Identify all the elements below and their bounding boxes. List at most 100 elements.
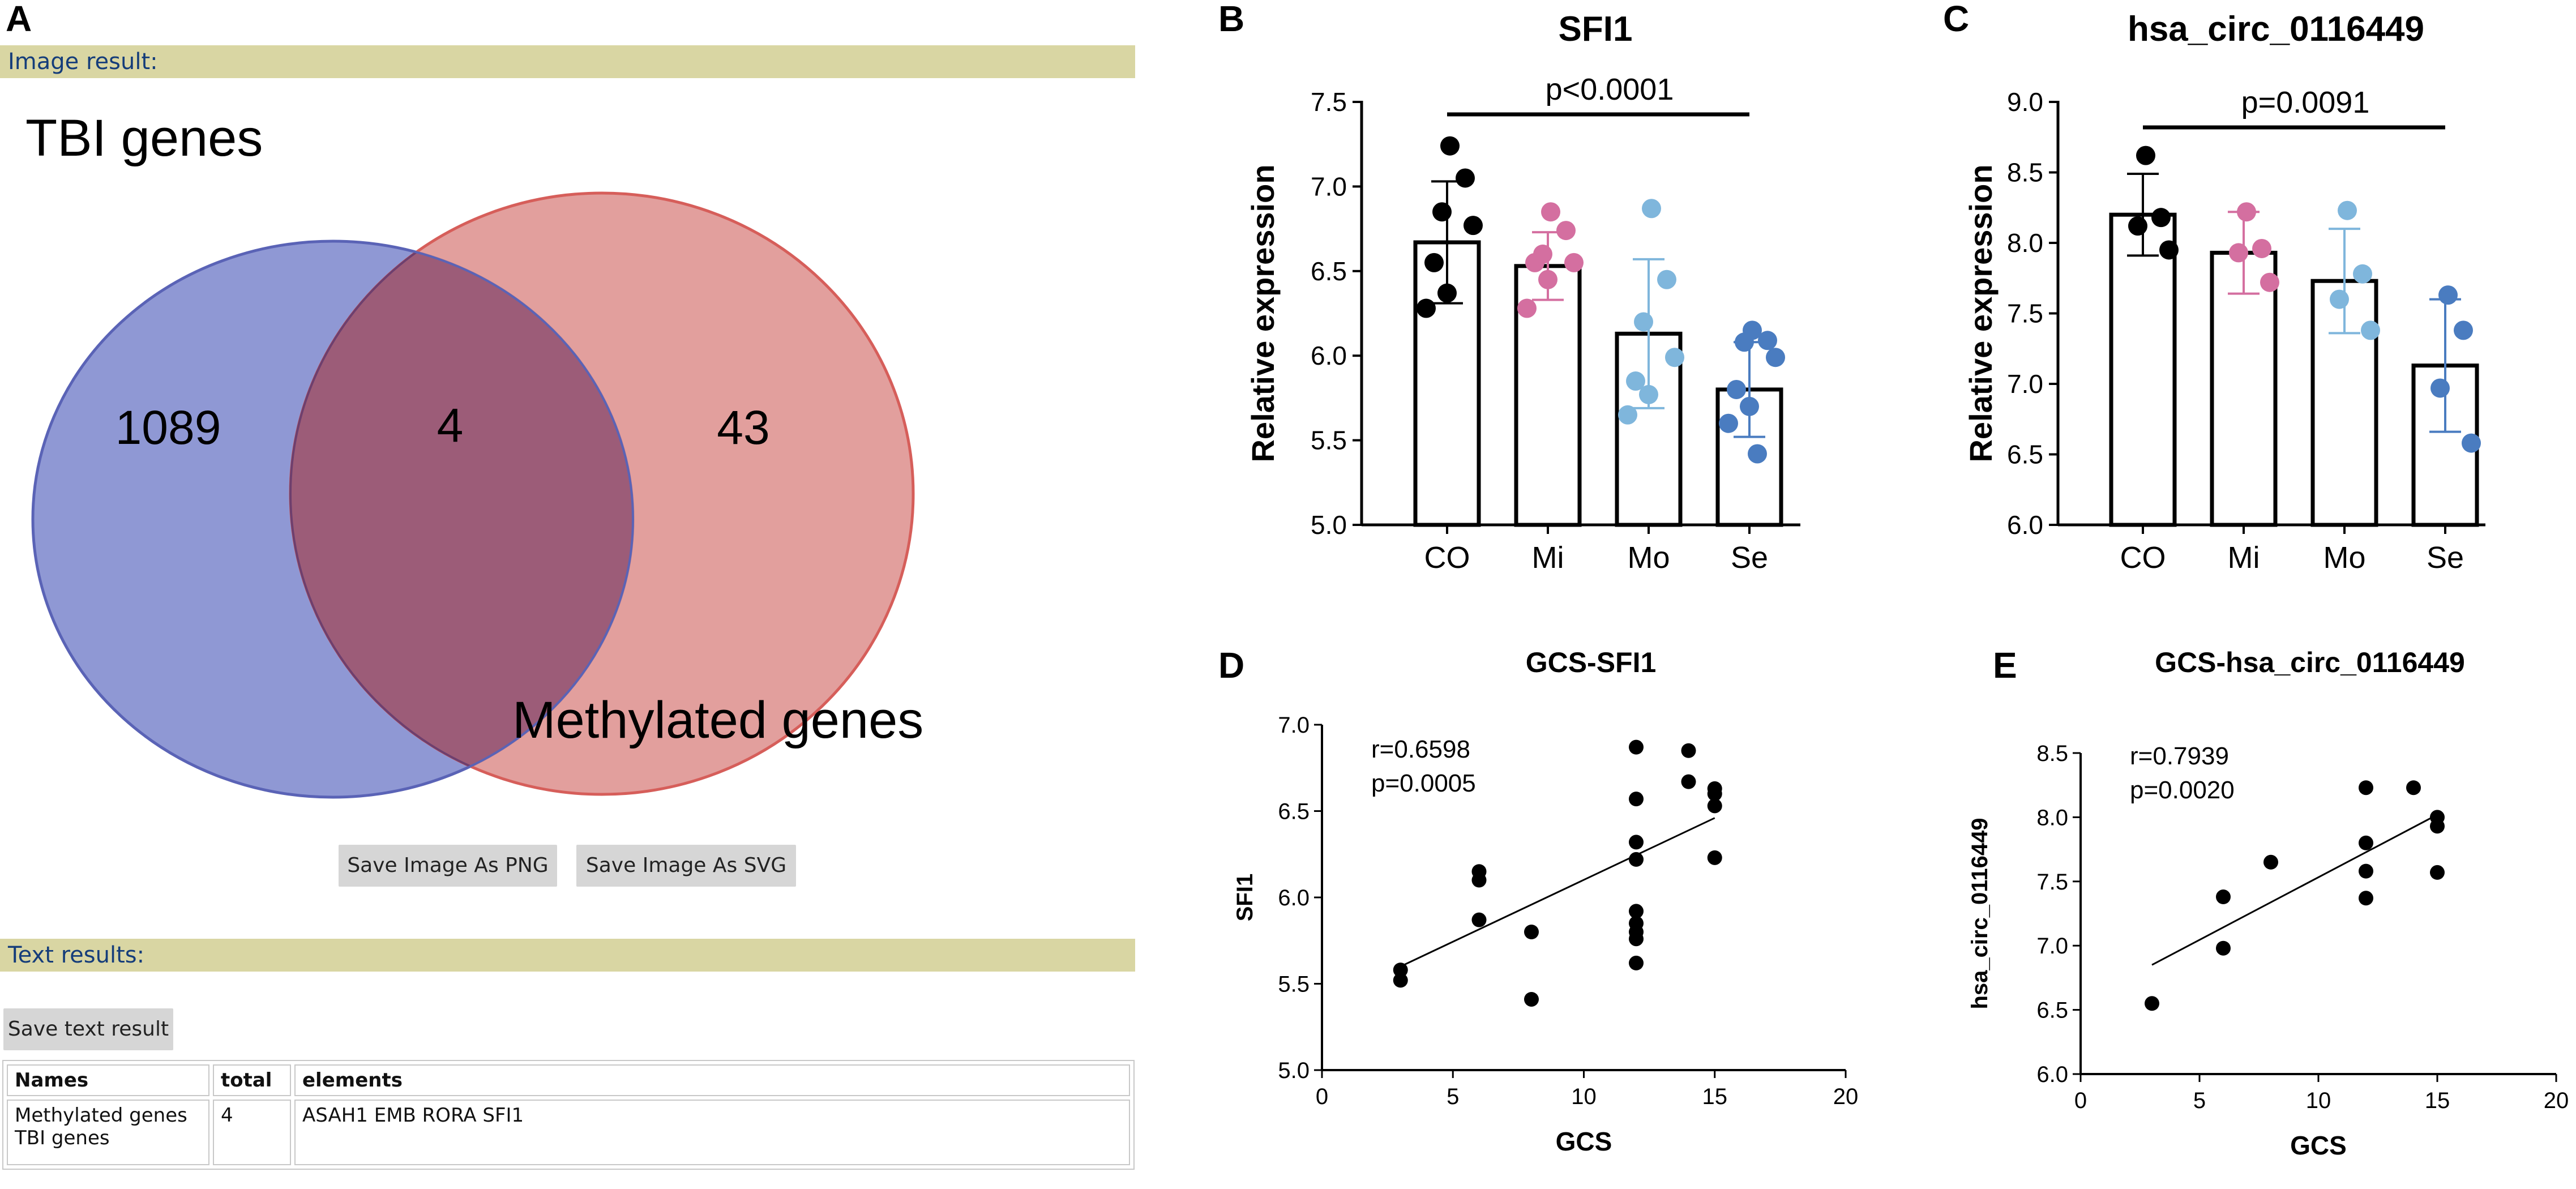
chart-title: hsa_circ_0116449 <box>2128 10 2424 49</box>
data-point <box>1629 792 1644 807</box>
data-point <box>2260 272 2279 292</box>
y-tick-label: 7.5 <box>2007 299 2043 328</box>
row-names-line1: Methylated genes <box>15 1104 187 1127</box>
x-tick-label: 15 <box>1702 1084 1728 1109</box>
data-point <box>1707 850 1722 865</box>
data-point <box>1432 202 1452 222</box>
data-point <box>1556 221 1576 241</box>
x-tick-label: Mo <box>1627 541 1670 575</box>
venn-intersection-count: 4 <box>437 399 464 452</box>
data-point <box>1727 379 1746 399</box>
data-point <box>1758 331 1777 350</box>
y-tick-label: 5.5 <box>1278 972 1310 997</box>
row-total: 4 <box>213 1100 291 1165</box>
image-result-label: Image result: <box>8 49 158 75</box>
data-point <box>2159 240 2179 260</box>
data-point <box>1681 774 1696 789</box>
data-point <box>1541 202 1560 222</box>
text-results-label: Text results: <box>8 942 145 968</box>
x-tick-label: 15 <box>2425 1088 2450 1113</box>
data-point <box>1657 270 1676 289</box>
data-point <box>1393 963 1408 978</box>
venn-set-a-label: TBI genes <box>25 109 263 167</box>
data-point <box>2359 835 2373 850</box>
data-point <box>1634 312 1653 332</box>
data-point <box>2237 202 2256 222</box>
y-tick-label: 8.0 <box>2007 228 2043 258</box>
x-axis-label: GCS <box>2290 1131 2347 1160</box>
y-tick-label: 6.5 <box>1311 256 1347 286</box>
results-table-header: Names total elements <box>7 1064 1130 1096</box>
data-point <box>1525 253 1544 272</box>
y-tick-label: 6.5 <box>2036 998 2068 1023</box>
chart-title: SFI1 <box>1559 10 1633 49</box>
data-point <box>2430 819 2445 834</box>
save-text-result-button[interactable]: Save text result <box>3 1008 173 1050</box>
data-point <box>1642 199 1661 219</box>
y-tick-label: 6.0 <box>2036 1062 2068 1087</box>
y-tick-label: 8.0 <box>2036 805 2068 830</box>
venn-set-b-label: Methylated genes <box>512 691 923 749</box>
x-tick-label: 5 <box>1447 1084 1459 1109</box>
data-point <box>1618 405 1637 425</box>
data-point <box>1524 991 1539 1007</box>
data-point <box>2252 238 2271 258</box>
correlation-r-label: r=0.6598 <box>1371 735 1470 763</box>
data-point <box>1681 743 1696 758</box>
correlation-r-label: r=0.7939 <box>2130 742 2229 770</box>
data-point <box>1393 973 1408 988</box>
y-tick-label: 7.0 <box>1311 172 1347 201</box>
save-image-png-button[interactable]: Save Image As PNG <box>339 845 557 887</box>
save-image-svg-button[interactable]: Save Image As SVG <box>576 845 796 887</box>
y-tick-label: 5.0 <box>1278 1058 1310 1083</box>
y-tick-label: 6.0 <box>1311 341 1347 370</box>
x-tick-label: 20 <box>1833 1084 1859 1109</box>
data-point <box>1629 955 1644 970</box>
data-point <box>2216 940 2231 956</box>
y-axis-label: hsa_circ_0116449 <box>1967 818 1992 1009</box>
data-point <box>1417 298 1436 318</box>
x-tick-label: Mo <box>2323 541 2365 575</box>
x-tick-label: 20 <box>2544 1088 2569 1113</box>
x-tick-label: 10 <box>2306 1088 2331 1113</box>
data-point <box>1629 739 1644 755</box>
y-tick-label: 7.0 <box>2036 934 2068 959</box>
data-point <box>2128 216 2147 236</box>
correlation-p-label: p=0.0005 <box>1371 769 1476 797</box>
data-point <box>1524 925 1539 939</box>
y-tick-label: 5.5 <box>1311 426 1347 455</box>
data-point <box>1665 348 1684 367</box>
x-tick-label: 10 <box>1571 1084 1597 1109</box>
data-point <box>1629 904 1644 919</box>
chart-c-circ-expression: hsa_circ_0116449 6.0 6.5 7.0 7.5 8.0 8.5 9.0 Rel… <box>1963 10 2485 575</box>
data-point <box>1629 835 1644 850</box>
panel-label-a: A <box>6 0 32 39</box>
col-header-total: total <box>213 1064 291 1096</box>
venn-diagram: TBI genes Methylated genes 1089 4 43 <box>25 109 923 799</box>
row-names-line2: TBI genes <box>15 1127 110 1149</box>
data-point <box>1626 371 1645 391</box>
data-point <box>1437 283 1457 303</box>
data-point <box>2359 863 2373 879</box>
data-point <box>2136 146 2155 165</box>
data-point <box>2263 854 2278 870</box>
data-point <box>2462 433 2481 453</box>
data-point <box>1735 332 1754 352</box>
data-point <box>2438 285 2458 305</box>
y-tick-label: 6.0 <box>1278 886 1310 910</box>
data-point <box>1471 872 1487 888</box>
data-point <box>2359 891 2373 906</box>
panel-label-d: D <box>1218 645 1245 686</box>
data-point <box>1456 168 1475 188</box>
y-tick-label: 7.0 <box>2007 369 2043 399</box>
panel-label-e: E <box>1993 645 2017 686</box>
y-tick-label: 8.5 <box>2007 158 2043 187</box>
data-point <box>2145 996 2159 1011</box>
venn-only-a-count: 1089 <box>115 401 221 454</box>
correlation-p-label: p=0.0020 <box>2130 776 2235 804</box>
y-tick-label: 7.5 <box>2036 870 2068 895</box>
data-point <box>2216 889 2231 905</box>
data-point <box>1440 136 1460 156</box>
significance-label: p<0.0001 <box>1546 72 1674 106</box>
data-point <box>1748 444 1767 464</box>
